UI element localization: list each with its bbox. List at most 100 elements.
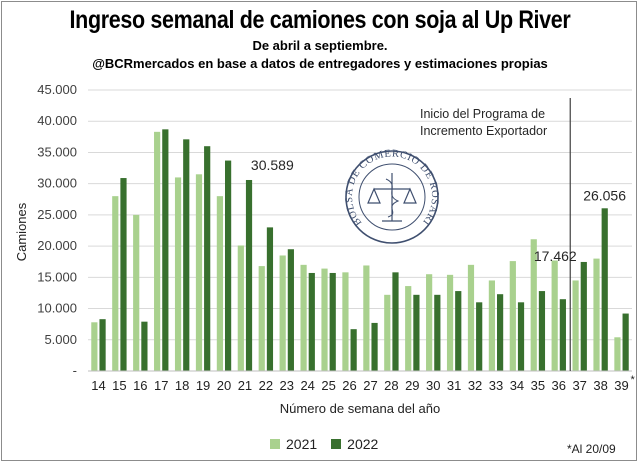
bar-2021-week-15: [112, 196, 119, 371]
bar-2021-week-16: [133, 214, 140, 371]
y-tick-label: 25.000: [37, 207, 77, 222]
bar-2021-week-25: [321, 268, 328, 371]
data-label-week-21: 30.589: [251, 157, 294, 173]
bar-2021-week-30: [426, 274, 433, 371]
bar-2022-week-18: [183, 139, 190, 371]
bar-2021-week-32: [467, 264, 475, 371]
x-tick-label: 34: [510, 378, 524, 393]
bar-2022-week-21: [245, 179, 253, 371]
bar-2022-week-29: [413, 294, 420, 371]
bar-2021-week-24: [300, 264, 307, 371]
bar-2021-week-23: [279, 255, 286, 371]
y-tick-label: 40.000: [37, 113, 77, 128]
bar-2021-week-33: [488, 280, 495, 371]
bar-2021-week-38: [593, 258, 600, 371]
y-tick-label: 35.000: [37, 144, 77, 159]
x-tick-label: 37: [572, 378, 586, 393]
bar-2022-week-26: [350, 329, 357, 371]
legend-label-2021: 2021: [286, 436, 318, 452]
x-tick-label: 24: [300, 378, 314, 393]
legend-label-2022: 2022: [347, 436, 379, 452]
y-tick-label: 15.000: [37, 269, 77, 284]
x-tick-label: 20: [217, 378, 231, 393]
legend-item-2021: 2021: [270, 436, 317, 452]
x-tick-label: 26: [342, 378, 356, 393]
x-tick-label: 28: [384, 378, 398, 393]
bar-2022-week-14: [99, 319, 106, 371]
y-tick-label: 5.000: [44, 332, 77, 347]
x-tick-asterisk: *: [631, 374, 636, 386]
data-label-week-38: 26.056: [583, 187, 626, 203]
x-tick-label: 31: [447, 378, 461, 393]
data-label-week-37: 17.462: [534, 248, 577, 264]
bar-2021-week-20: [216, 196, 223, 371]
bar-2022-week-32: [476, 302, 483, 371]
bar-2021-week-37: [572, 280, 579, 371]
x-tick-label: 22: [259, 378, 273, 393]
chart-source: @BCRmercados en base a datos de entregad…: [92, 56, 548, 71]
bar-2022-week-27: [371, 322, 378, 371]
bar-2022-week-34: [517, 302, 525, 371]
annotation-text-line2: Incremento Exportador: [420, 124, 547, 138]
bar-2022-week-28: [392, 272, 399, 371]
bar-2021-week-31: [446, 274, 454, 371]
bar-2021-week-21: [237, 245, 244, 371]
bar-2022-week-36: [559, 299, 566, 371]
bar-2022-week-23: [287, 249, 294, 371]
x-tick-label: 19: [196, 378, 210, 393]
x-tick-label: 29: [405, 378, 419, 393]
x-tick-label: 15: [112, 378, 126, 393]
bar-2022-week-15: [120, 178, 127, 371]
x-tick-label: 35: [531, 378, 545, 393]
bar-2022-week-20: [225, 160, 232, 371]
logo-seal-outer: [345, 150, 439, 244]
x-tick-label: 27: [363, 378, 377, 393]
bar-2021-week-17: [154, 131, 161, 371]
bar-2022-week-30: [434, 294, 441, 371]
x-tick-label: 16: [133, 378, 147, 393]
bar-2021-week-18: [174, 177, 182, 371]
x-tick-label: 36: [552, 378, 566, 393]
bar-2022-week-22: [266, 227, 274, 371]
bar-2021-week-26: [342, 272, 349, 371]
x-tick-label: 39: [614, 378, 628, 393]
bar-2021-week-28: [384, 294, 391, 371]
bar-2022-week-31: [455, 291, 462, 371]
legend: 2021 2022: [270, 436, 392, 452]
y-axis-title: Camiones: [14, 202, 29, 261]
bar-2022-week-33: [497, 294, 504, 371]
bar-2021-week-34: [509, 261, 516, 371]
bar-2021-week-14: [91, 322, 98, 371]
chart-subtitle: De abril a septiembre.: [252, 38, 388, 53]
bar-2022-week-37: [580, 261, 587, 371]
footnote: *Al 20/09: [567, 442, 616, 456]
bar-2022-week-38: [601, 208, 608, 371]
y-tick-label: 45.000: [37, 82, 77, 97]
annotation-text-line1: Inicio del Programa de: [420, 107, 545, 121]
x-tick-label: 25: [321, 378, 335, 393]
bar-2022-week-39: [622, 313, 629, 371]
logo-scales-icon: [367, 173, 417, 222]
bar-2022-week-24: [308, 272, 315, 371]
bar-2021-week-36: [551, 260, 558, 371]
bar-2021-week-27: [363, 265, 370, 371]
y-tick-label: 20.000: [37, 238, 77, 253]
legend-swatch-2021: [270, 439, 280, 449]
x-tick-label: 21: [238, 378, 252, 393]
x-tick-label: 32: [468, 378, 482, 393]
bar-2022-week-19: [204, 146, 211, 371]
bar-2021-week-35: [530, 239, 537, 371]
y-tick-label: -: [73, 363, 77, 378]
legend-swatch-2022: [331, 439, 342, 449]
bar-2022-week-16: [141, 321, 148, 371]
bar-2021-week-19: [195, 174, 203, 371]
legend-item-2022: 2022: [331, 436, 378, 452]
logo-caduceus-icon: [385, 178, 400, 218]
x-tick-label: 18: [175, 378, 189, 393]
x-tick-label: 30: [426, 378, 440, 393]
x-tick-label: 14: [91, 378, 105, 393]
x-tick-label: 38: [593, 378, 607, 393]
y-tick-label: 10.000: [37, 301, 77, 316]
